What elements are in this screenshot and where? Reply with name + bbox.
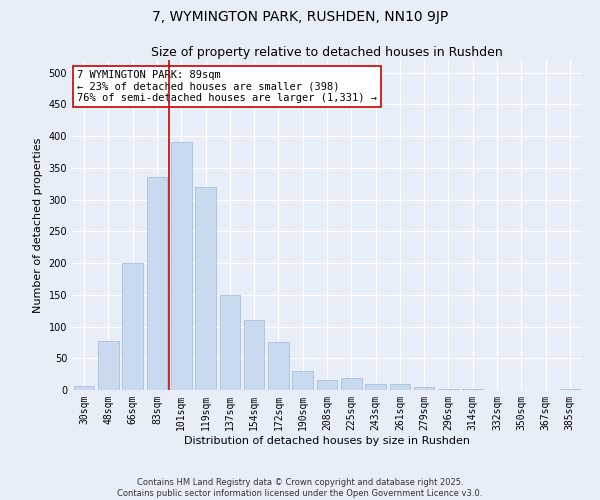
Bar (414, 387, 434, 390)
Bar (122, 263, 143, 390)
Y-axis label: Number of detached properties: Number of detached properties (33, 138, 43, 312)
Bar (171, 142, 191, 390)
Text: 7 WYMINGTON PARK: 89sqm
← 23% of detached houses are smaller (398)
76% of semi-d: 7 WYMINGTON PARK: 89sqm ← 23% of detache… (77, 70, 377, 103)
Bar (98, 340, 119, 390)
Bar (317, 380, 337, 390)
Text: 7, WYMINGTON PARK, RUSHDEN, NN10 9JP: 7, WYMINGTON PARK, RUSHDEN, NN10 9JP (152, 10, 448, 24)
Bar (195, 187, 216, 390)
Bar (365, 384, 386, 390)
Bar (268, 342, 289, 390)
Bar (292, 371, 313, 390)
Title: Size of property relative to detached houses in Rushden: Size of property relative to detached ho… (151, 46, 503, 59)
Bar (438, 388, 459, 390)
Bar (341, 378, 362, 390)
Text: Contains HM Land Registry data © Crown copyright and database right 2025.
Contai: Contains HM Land Registry data © Crown c… (118, 478, 482, 498)
Bar (146, 178, 167, 390)
Bar (389, 384, 410, 390)
Bar (244, 320, 265, 390)
X-axis label: Distribution of detached houses by size in Rushden: Distribution of detached houses by size … (184, 436, 470, 446)
Bar (74, 386, 94, 390)
Bar (220, 295, 240, 390)
